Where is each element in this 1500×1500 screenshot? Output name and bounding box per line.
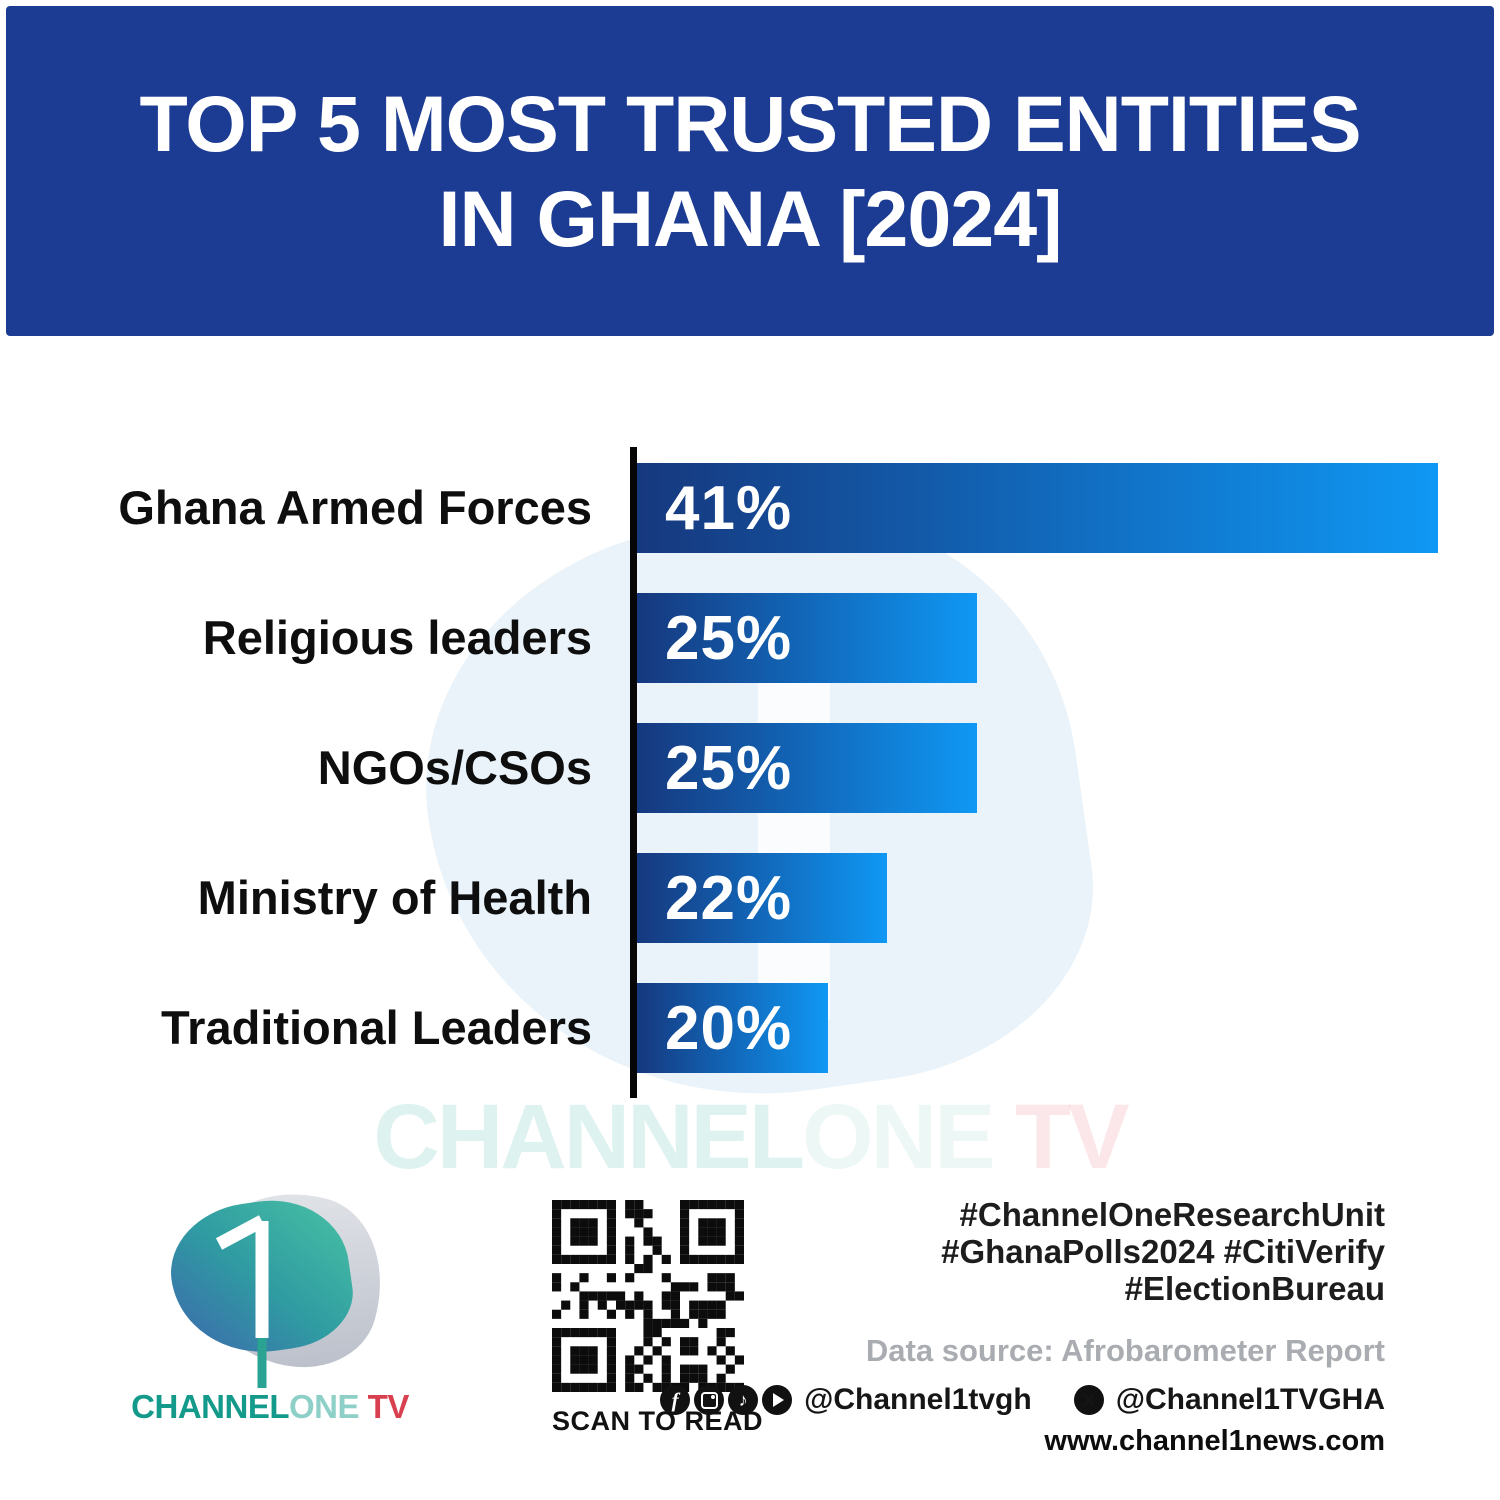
- bar-category-label: Ghana Armed Forces: [118, 481, 592, 534]
- chart-row: Traditional Leaders 20%: [0, 983, 1500, 1073]
- logo-wordmark-one: ONE: [288, 1388, 360, 1425]
- bar-value-label: 22%: [665, 863, 793, 933]
- chart-row: Ghana Armed Forces 41%: [0, 463, 1500, 553]
- channel-one-text-watermark: CHANNELONE TV: [0, 1085, 1500, 1190]
- chart-row: Religious leaders 25%: [0, 593, 1500, 683]
- hashtag-line-2: #GhanaPolls2024 #CitiVerify: [941, 1233, 1385, 1270]
- youtube-icon: [762, 1385, 793, 1415]
- logo-one-icon: [215, 1215, 269, 1388]
- website-url: www.channel1news.com: [1044, 1425, 1385, 1457]
- bar-value-label: 20%: [665, 993, 793, 1063]
- footer-info-block: #ChannelOneResearchUnit #GhanaPolls2024 …: [660, 1196, 1385, 1458]
- instagram-icon: [694, 1385, 725, 1415]
- qr-section: SCAN TO READ: [552, 1200, 764, 1437]
- bar: 25%: [637, 723, 977, 813]
- watermark-tv: TV: [992, 1086, 1130, 1188]
- social-handle-2: @Channel1TVGHA: [1115, 1383, 1385, 1416]
- x-twitter-icon: X: [1073, 1385, 1104, 1415]
- hashtag-line-3: #ElectionBureau: [1124, 1270, 1385, 1307]
- bar-category-label: Religious leaders: [202, 611, 592, 664]
- chart-row: NGOs/CSOs 25%: [0, 723, 1500, 813]
- data-source-note: Data source: Afrobarometer Report: [865, 1333, 1385, 1368]
- logo-wordmark-channel: CHANNEL: [131, 1388, 289, 1425]
- bar-value-label: 25%: [665, 603, 793, 673]
- logo-wordmark: CHANNELONE TV: [120, 1388, 420, 1426]
- bar-category-label: Ministry of Health: [197, 871, 592, 924]
- facebook-icon: f: [660, 1385, 691, 1415]
- chart-row: Ministry of Health 22%: [0, 853, 1500, 943]
- watermark-channel: CHANNEL: [373, 1086, 805, 1188]
- social-handles-row: f ♪ @Channel1tvgh X @Channel1TVGHA: [660, 1383, 1385, 1417]
- page-title-line-1: TOP 5 MOST TRUSTED ENTITIES: [139, 79, 1361, 168]
- bar: 20%: [637, 983, 828, 1073]
- hashtag-line-1: #ChannelOneResearchUnit: [959, 1196, 1385, 1233]
- bar-category-label: NGOs/CSOs: [317, 741, 592, 794]
- bar-chart: Ghana Armed Forces 41% Religious leaders 25…: [0, 463, 1500, 1113]
- watermark-one: ONE: [802, 1086, 995, 1188]
- header-banner: TOP 5 MOST TRUSTED ENTITIES IN GHANA [20…: [6, 6, 1494, 336]
- channel-one-logo: CHANNELONE TV: [120, 1169, 420, 1440]
- qr-caption: SCAN TO READ: [552, 1406, 764, 1436]
- bar-category-label: Traditional Leaders: [161, 1001, 592, 1054]
- social-handle-1: @Channel1tvgh: [804, 1383, 1032, 1416]
- tiktok-icon: ♪: [728, 1385, 759, 1415]
- bar: 41%: [637, 463, 1438, 553]
- qr-code-icon: [552, 1200, 744, 1392]
- bar: 25%: [637, 593, 977, 683]
- bar-value-label: 25%: [665, 733, 793, 803]
- logo-wordmark-tv: TV: [359, 1388, 410, 1425]
- page-title-line-2: IN GHANA [2024]: [438, 174, 1063, 263]
- y-axis-line: [630, 447, 637, 1098]
- bar: 22%: [637, 853, 887, 943]
- bar-value-label: 41%: [665, 473, 793, 543]
